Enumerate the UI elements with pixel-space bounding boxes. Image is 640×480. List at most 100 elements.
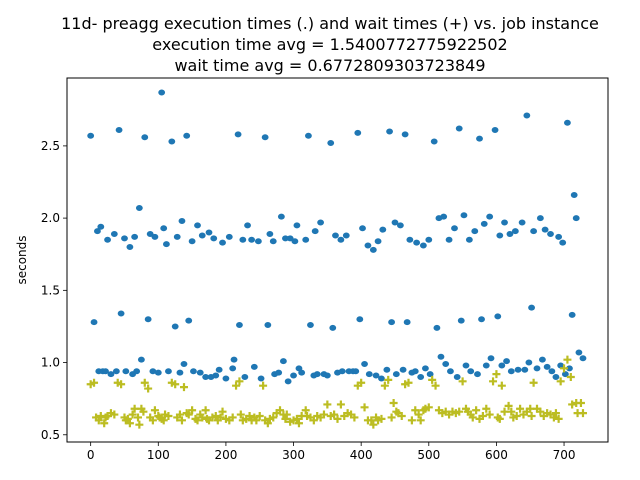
execution-time-point: [460, 212, 468, 219]
execution-time-point: [383, 366, 391, 373]
execution-time-point: [566, 365, 573, 372]
execution-time-point: [110, 231, 118, 237]
execution-time-point: [117, 310, 125, 317]
execution-time-point: [359, 225, 366, 232]
execution-time-point: [290, 372, 297, 379]
execution-time-point: [411, 368, 419, 375]
execution-time-point: [555, 233, 563, 240]
wait-time-point: [554, 414, 563, 423]
wait-time-point: [177, 416, 186, 425]
execution-time-point: [261, 134, 269, 141]
execution-time-point: [422, 365, 429, 372]
wait-time-point: [416, 416, 425, 425]
execution-time-point: [575, 349, 583, 356]
execution-time-point: [541, 226, 549, 233]
execution-time-point: [403, 319, 411, 326]
x-tick-label: 600: [485, 448, 508, 462]
wait-time-point: [516, 404, 525, 413]
wait-time-point: [367, 416, 376, 425]
execution-time-point: [451, 225, 458, 232]
execution-time-point: [487, 355, 495, 362]
wait-time-point: [117, 380, 126, 389]
execution-time-point: [476, 135, 483, 142]
wait-time-point: [216, 413, 225, 422]
wait-time-point: [245, 412, 254, 420]
wait-time-point: [269, 413, 278, 422]
execution-time-point: [185, 317, 193, 324]
wait-time-point: [184, 410, 193, 419]
execution-time-point: [146, 231, 154, 237]
execution-time-point: [317, 219, 324, 226]
execution-time-point: [133, 368, 141, 375]
wait-time-point: [276, 406, 285, 415]
execution-time-point: [525, 359, 533, 366]
execution-time-point: [158, 89, 166, 96]
wait-time-point: [259, 381, 268, 390]
execution-time-point: [205, 229, 213, 236]
execution-time-point: [557, 362, 565, 369]
execution-time-point: [564, 119, 571, 126]
execution-time-point: [212, 372, 220, 379]
execution-time-point: [302, 236, 310, 243]
wait-time-point: [485, 410, 494, 419]
x-tick-label: 700: [553, 448, 576, 462]
y-axis-label: seconds: [15, 235, 29, 284]
execution-time-point: [313, 371, 321, 378]
wait-time-point: [566, 373, 575, 381]
execution-time-point: [480, 220, 488, 227]
execution-time-point: [514, 366, 522, 373]
execution-time-point: [122, 368, 130, 375]
execution-time-point: [239, 236, 247, 243]
wait-time-point: [507, 407, 516, 416]
wait-time-point: [551, 409, 560, 418]
wait-time-point: [128, 410, 137, 419]
execution-time-point: [552, 374, 560, 380]
x-tick-label: 500: [417, 448, 440, 462]
wait-time-point: [282, 410, 291, 419]
execution-time-point: [149, 368, 157, 375]
wait-time-point: [455, 407, 464, 416]
execution-time-point: [374, 238, 382, 245]
execution-time-point: [97, 223, 105, 230]
execution-time-point: [168, 138, 176, 145]
execution-time-point: [222, 375, 230, 382]
execution-time-point: [194, 222, 201, 229]
wait-time-point: [549, 413, 558, 422]
execution-time-point: [107, 371, 115, 378]
execution-time-point: [442, 361, 450, 367]
execution-time-point: [391, 219, 399, 226]
execution-time-point: [248, 236, 256, 243]
execution-time-point: [579, 355, 587, 362]
execution-time-point: [225, 233, 233, 240]
wait-time-point: [135, 420, 144, 429]
wait-time-point: [94, 416, 103, 425]
execution-time-point: [430, 138, 438, 145]
execution-time-point: [323, 372, 331, 379]
execution-time-point: [102, 368, 109, 375]
execution-time-point: [183, 132, 191, 139]
execution-time-point: [329, 324, 337, 331]
wait-time-point: [578, 409, 587, 418]
wait-time-point: [198, 413, 207, 422]
wait-time-point: [489, 377, 498, 386]
execution-time-point: [337, 236, 345, 243]
wait-time-point: [512, 412, 521, 420]
wait-time-point: [110, 410, 119, 419]
execution-time-point: [361, 361, 368, 367]
execution-time-point: [401, 131, 409, 138]
y-axis: 0.5 1.0 1.5 2.0 2.5: [41, 139, 67, 442]
wait-time-point: [228, 413, 237, 422]
wait-time-point: [123, 414, 132, 423]
execution-time-point: [425, 236, 433, 243]
execution-time-point: [369, 246, 377, 253]
execution-time-point: [447, 368, 454, 375]
execution-time-point: [467, 368, 475, 375]
execution-time-point: [417, 374, 425, 380]
wait-time-point: [301, 406, 310, 415]
execution-time-point: [236, 322, 243, 328]
execution-time-point: [229, 365, 237, 372]
execution-time-point: [539, 356, 546, 363]
wait-time-point: [404, 378, 413, 387]
wait-time-point: [536, 407, 545, 416]
execution-time-point: [154, 369, 162, 376]
